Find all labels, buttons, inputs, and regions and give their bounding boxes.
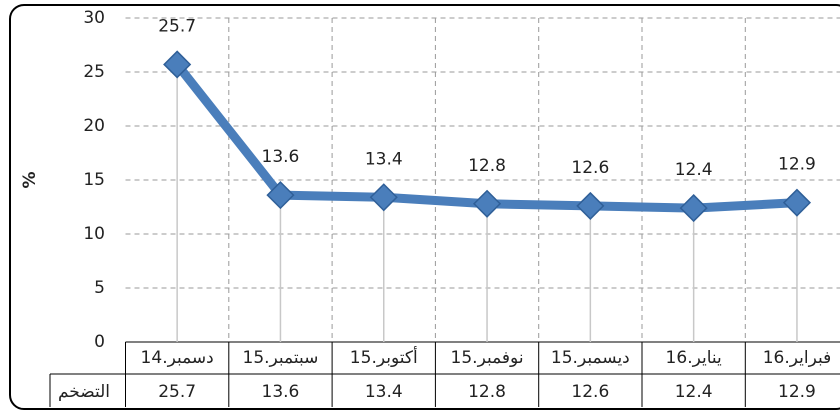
data-label: 12.9 (778, 155, 816, 175)
x-tick-label: دسمبر.14 (141, 348, 214, 368)
x-tick-label: سبتمبر.15 (243, 348, 319, 368)
marker (266, 181, 295, 210)
marker (576, 191, 605, 220)
data-line (173, 61, 798, 213)
x-tick-label: نوفمبر.15 (451, 348, 524, 368)
data-label: 12.4 (675, 160, 713, 180)
marker (472, 189, 502, 218)
table-value: 12.8 (468, 382, 506, 402)
table-value: 13.4 (365, 382, 403, 402)
x-tick-label: يناير.16 (666, 348, 722, 368)
data-label: 13.6 (262, 147, 300, 167)
data-label: 13.4 (365, 149, 403, 169)
table-value: 25.7 (158, 382, 196, 402)
x-tick-label: أكتوبر.15 (350, 346, 418, 368)
frame (9, 4, 840, 410)
y-tick-label: 25 (83, 62, 105, 82)
x-tick-label: ديسمبر.15 (551, 348, 630, 368)
data-label: 12.6 (571, 158, 609, 178)
marker (782, 188, 812, 217)
data-label: 12.8 (468, 156, 506, 176)
y-tick-label: 15 (83, 170, 105, 190)
table-value: 12.9 (778, 382, 816, 402)
data-label: 25.7 (158, 16, 196, 36)
y-tick-label: 5 (94, 278, 105, 298)
marker (369, 183, 398, 212)
marker (163, 50, 192, 79)
row-label: التضخم (58, 382, 110, 402)
y-tick-label: 0 (94, 332, 105, 352)
y-axis-label: % (20, 171, 40, 188)
y-tick-label: 20 (83, 116, 105, 136)
x-tick-label: فبراير.16 (763, 348, 832, 368)
table-value: 13.6 (262, 382, 300, 402)
table-value: 12.4 (675, 382, 713, 402)
y-tick-label: 10 (83, 224, 105, 244)
y-tick-label: 30 (83, 8, 105, 28)
table-value: 12.6 (571, 382, 609, 402)
marker (679, 194, 708, 223)
